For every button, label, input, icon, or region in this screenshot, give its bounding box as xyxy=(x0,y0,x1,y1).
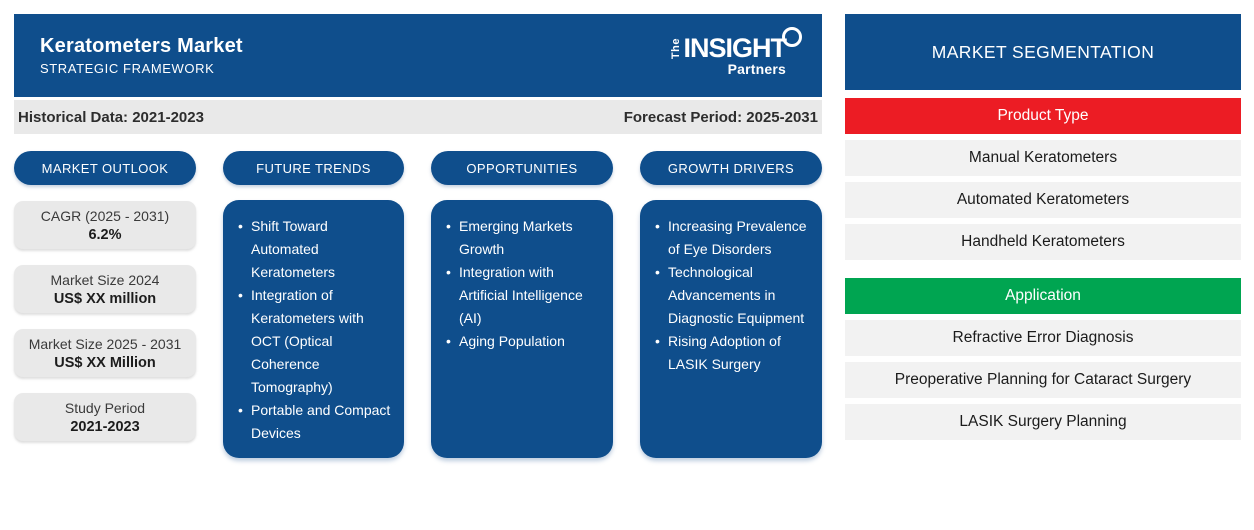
column-opportunities: OPPORTUNITIES Emerging Markets Growth In… xyxy=(431,151,613,458)
market-segmentation-panel: MARKET SEGMENTATION Product Type Manual … xyxy=(845,14,1241,440)
period-info-bar: Historical Data: 2021-2023 Forecast Peri… xyxy=(14,100,822,134)
market-size-2024-value: US$ XX million xyxy=(53,290,157,307)
study-period-value: 2021-2023 xyxy=(70,418,140,435)
list-item: Emerging Markets Growth xyxy=(446,215,605,261)
historical-data-label: Historical Data: 2021-2023 xyxy=(18,108,204,126)
market-size-2024-label: Market Size 2024 xyxy=(50,271,160,288)
insight-partners-logo: The INSIGHT Partners xyxy=(670,27,802,77)
list-item: Shift Toward Automated Keratometers xyxy=(238,215,396,284)
page-subtitle: STRATEGIC FRAMEWORK xyxy=(40,61,215,76)
title-block: Keratometers Market STRATEGIC FRAMEWORK xyxy=(40,35,243,76)
opportunities-card: Emerging Markets Growth Integration with… xyxy=(431,200,613,458)
segment-item: Automated Keratometers xyxy=(845,182,1241,218)
segmentation-title: MARKET SEGMENTATION xyxy=(845,14,1241,90)
magnifier-lens-icon xyxy=(782,27,802,47)
product-type-header: Product Type xyxy=(845,98,1241,134)
column-market-outlook: MARKET OUTLOOK CAGR (2025 - 2031) 6.2% M… xyxy=(14,151,196,458)
future-trends-list: Shift Toward Automated Keratometers Inte… xyxy=(238,215,396,445)
forecast-period-label: Forecast Period: 2025-2031 xyxy=(623,108,818,126)
logo-main-text: INSIGHT Partners xyxy=(683,33,787,77)
cagr-card: CAGR (2025 - 2031) 6.2% xyxy=(14,201,196,249)
cagr-value: 6.2% xyxy=(88,226,122,243)
list-item: Integration of Keratometers with OCT (Op… xyxy=(238,284,396,399)
strategic-framework-panel: Keratometers Market STRATEGIC FRAMEWORK … xyxy=(14,14,822,458)
market-outlook-pill: MARKET OUTLOOK xyxy=(14,151,196,185)
segment-item: Handheld Keratometers xyxy=(845,224,1241,260)
opportunities-list: Emerging Markets Growth Integration with… xyxy=(446,215,605,353)
list-item: Rising Adoption of LASIK Surgery xyxy=(655,330,814,376)
future-trends-card: Shift Toward Automated Keratometers Inte… xyxy=(223,200,404,458)
column-future-trends: FUTURE TRENDS Shift Toward Automated Ker… xyxy=(223,151,404,458)
growth-drivers-list: Increasing Prevalence of Eye Disorders T… xyxy=(655,215,814,376)
logo-insight-text: INSIGHT xyxy=(683,33,787,63)
study-period-label: Study Period xyxy=(64,399,146,416)
logo-partners-text: Partners xyxy=(727,61,786,77)
list-item: Portable and Compact Devices xyxy=(238,399,396,445)
market-size-forecast-label: Market Size 2025 - 2031 xyxy=(28,335,182,352)
report-header: Keratometers Market STRATEGIC FRAMEWORK … xyxy=(14,14,822,97)
application-header: Application xyxy=(845,278,1241,314)
growth-drivers-pill: GROWTH DRIVERS xyxy=(640,151,822,185)
list-item: Increasing Prevalence of Eye Disorders xyxy=(655,215,814,261)
segment-item: Refractive Error Diagnosis xyxy=(845,320,1241,356)
framework-columns: MARKET OUTLOOK CAGR (2025 - 2031) 6.2% M… xyxy=(14,151,822,458)
market-size-2024-card: Market Size 2024 US$ XX million xyxy=(14,265,196,313)
column-growth-drivers: GROWTH DRIVERS Increasing Prevalence of … xyxy=(640,151,822,458)
study-period-card: Study Period 2021-2023 xyxy=(14,393,196,441)
list-item: Aging Population xyxy=(446,330,605,353)
page-title: Keratometers Market xyxy=(40,35,243,57)
cagr-label: CAGR (2025 - 2031) xyxy=(40,207,170,224)
segment-item: LASIK Surgery Planning xyxy=(845,404,1241,440)
market-size-forecast-value: US$ XX Million xyxy=(54,354,156,371)
opportunities-pill: OPPORTUNITIES xyxy=(431,151,613,185)
market-size-forecast-card: Market Size 2025 - 2031 US$ XX Million xyxy=(14,329,196,377)
list-item: Technological Advancements in Diagnostic… xyxy=(655,261,814,330)
future-trends-pill: FUTURE TRENDS xyxy=(223,151,404,185)
logo-the-text: The xyxy=(670,38,683,60)
segment-item: Preoperative Planning for Cataract Surge… xyxy=(845,362,1241,398)
list-item: Integration with Artificial Intelligence… xyxy=(446,261,605,330)
segment-item: Manual Keratometers xyxy=(845,140,1241,176)
growth-drivers-card: Increasing Prevalence of Eye Disorders T… xyxy=(640,200,822,458)
